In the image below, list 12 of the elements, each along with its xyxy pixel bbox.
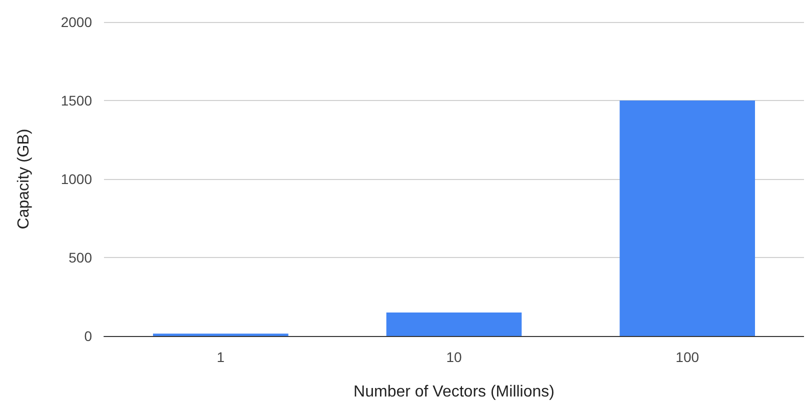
y-tick-label: 0 [84,328,92,344]
x-axis-title: Number of Vectors (Millions) [354,384,554,400]
bar [386,312,522,336]
y-tick-label: 2000 [60,14,92,30]
y-tick-label: 1500 [60,92,92,108]
y-tick-label: 500 [68,250,92,266]
x-tick-label: 1 [216,349,225,365]
x-tick-label: 100 [676,349,700,365]
y-tick-label: 1000 [60,171,92,187]
x-tick-label: 10 [446,349,462,365]
y-axis-title: Capacity (GB) [16,128,32,230]
bar [620,100,755,336]
